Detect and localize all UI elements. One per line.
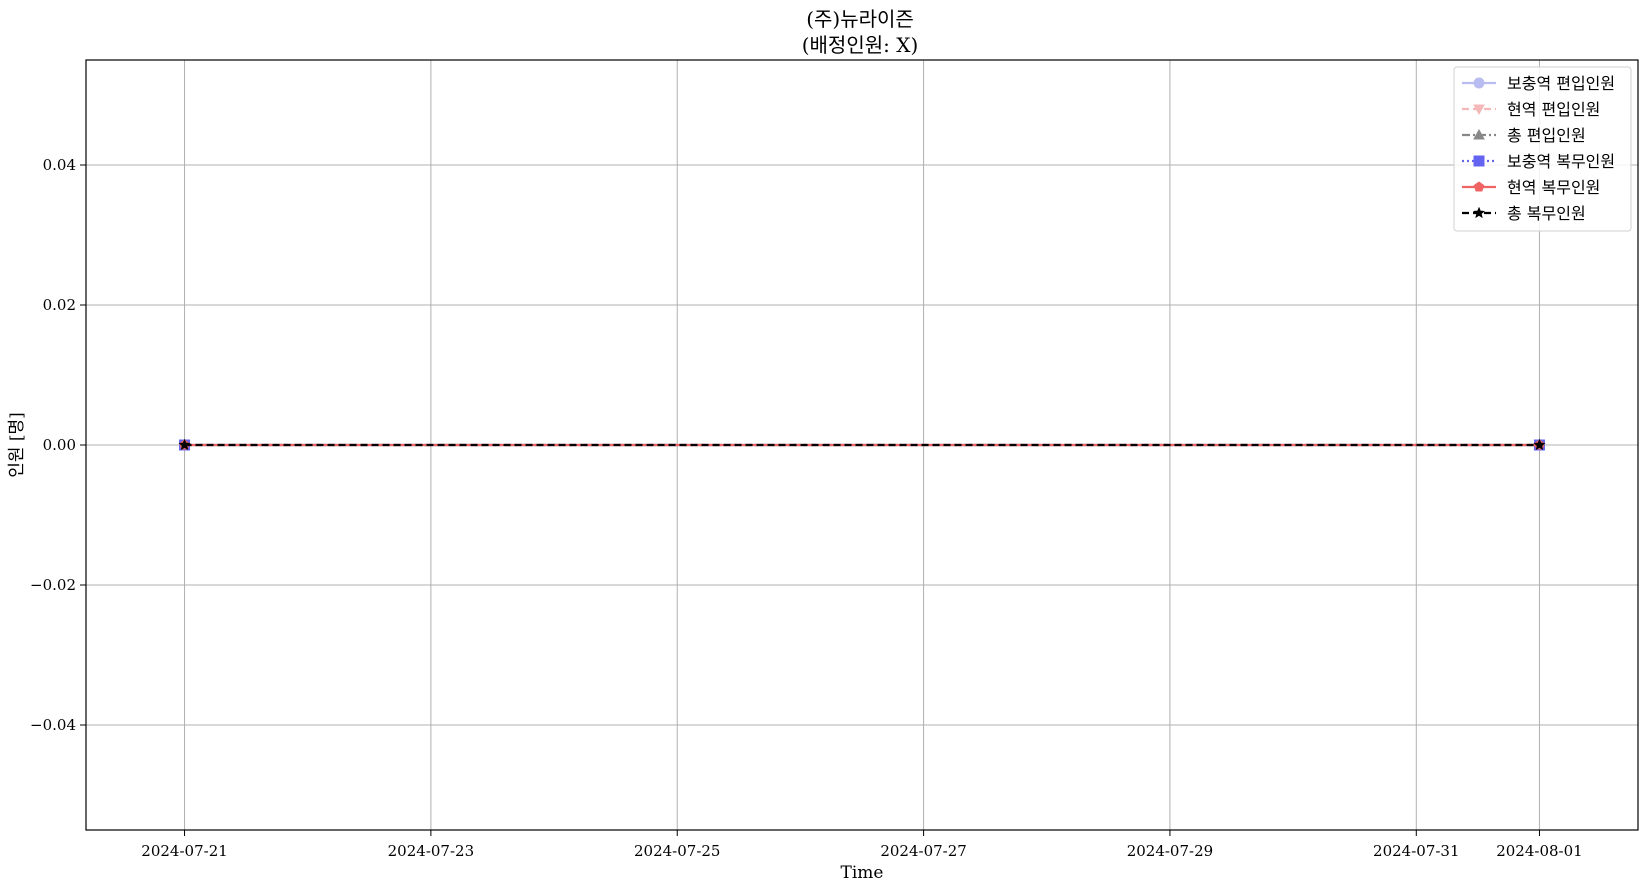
x-tick-label: 2024-07-29 bbox=[1127, 842, 1213, 860]
y-tick-label: −0.02 bbox=[30, 576, 76, 594]
chart-title: (주)뉴라이즌 bbox=[806, 7, 914, 31]
y-tick-label: 0.00 bbox=[43, 436, 76, 454]
legend-box bbox=[1453, 66, 1632, 232]
series-6 bbox=[178, 438, 1546, 451]
legend-label: 총 복무인원 bbox=[1507, 204, 1586, 223]
y-tick-label: −0.04 bbox=[30, 716, 76, 734]
data-point-marker bbox=[1473, 77, 1485, 89]
x-axis: 2024-07-21 2024-07-23 2024-07-25 2024-07-27… bbox=[141, 830, 1583, 860]
y-axis: −0.04 −0.02 0.00 0.02 0.04 bbox=[30, 156, 86, 734]
data-point-marker bbox=[1473, 155, 1485, 167]
y-axis-label: 인원 [명] bbox=[7, 412, 27, 478]
data-point-marker bbox=[1473, 104, 1485, 116]
legend-item: 총 복무인원 bbox=[1462, 204, 1586, 223]
legend-item: 보충역 복무인원 bbox=[1462, 152, 1615, 171]
data-point-marker bbox=[1473, 181, 1485, 192]
data-point-marker bbox=[1473, 128, 1485, 140]
legend-label: 보충역 복무인원 bbox=[1507, 152, 1615, 171]
x-axis-label: Time bbox=[841, 863, 884, 883]
x-tick-label: 2024-08-01 bbox=[1496, 842, 1582, 860]
legend-label: 현역 복무인원 bbox=[1507, 178, 1600, 197]
chart-subtitle: (배정인원: X) bbox=[802, 33, 919, 57]
x-tick-label: 2024-07-21 bbox=[141, 842, 227, 860]
legend-item: 현역 편입인원 bbox=[1462, 100, 1600, 119]
legend-item: 현역 복무인원 bbox=[1462, 178, 1600, 197]
series-group bbox=[178, 438, 1546, 452]
legend-label: 총 편입인원 bbox=[1507, 126, 1586, 145]
x-tick-label: 2024-07-31 bbox=[1373, 842, 1459, 860]
legend-label: 현역 편입인원 bbox=[1507, 100, 1600, 119]
y-tick-label: 0.02 bbox=[43, 296, 76, 314]
x-tick-label: 2024-07-23 bbox=[388, 842, 474, 860]
data-point-marker bbox=[1533, 438, 1546, 451]
y-tick-label: 0.04 bbox=[43, 156, 76, 174]
x-tick-label: 2024-07-25 bbox=[634, 842, 720, 860]
data-point-marker bbox=[1473, 206, 1485, 219]
data-point-marker bbox=[178, 438, 191, 451]
legend-item: 총 편입인원 bbox=[1462, 126, 1586, 145]
x-tick-label: 2024-07-27 bbox=[880, 842, 966, 860]
legend-label: 보충역 편입인원 bbox=[1507, 74, 1615, 93]
legend-item: 보충역 편입인원 bbox=[1462, 74, 1615, 93]
